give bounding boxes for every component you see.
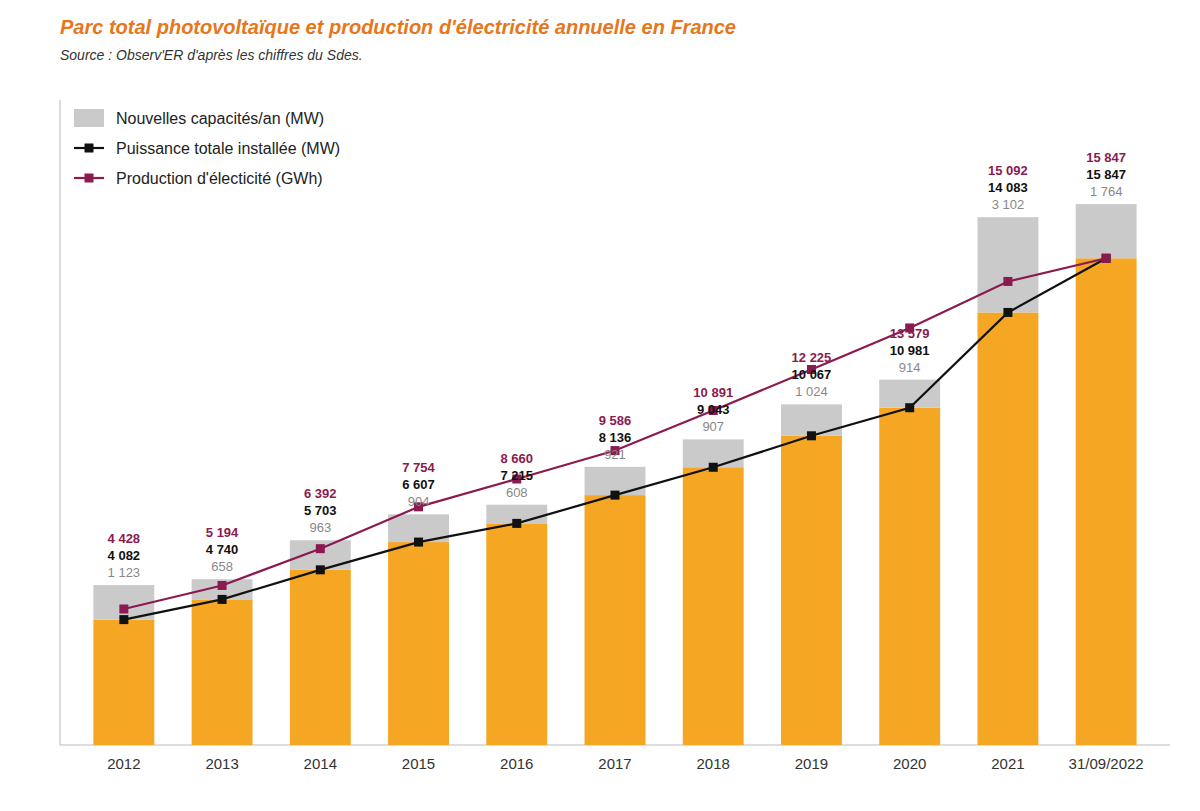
data-label: 907 (702, 419, 724, 434)
data-label: 6 607 (402, 477, 435, 492)
data-label: 10 891 (693, 385, 733, 400)
marker (1003, 277, 1012, 286)
data-label: 10 067 (792, 367, 832, 382)
marker (316, 565, 325, 574)
data-label: 4 428 (108, 531, 141, 546)
data-label: 10 981 (890, 343, 930, 358)
marker (611, 491, 620, 500)
plot-data (93, 204, 1136, 745)
bar (781, 436, 842, 745)
legend-marker (85, 174, 94, 183)
bar (977, 217, 1038, 312)
data-label: 15 847 (1086, 167, 1126, 182)
x-tick-label: 2020 (893, 755, 926, 772)
data-label: 4 082 (108, 548, 141, 563)
marker (1003, 308, 1012, 317)
marker (119, 615, 128, 624)
data-label: 3 102 (992, 197, 1025, 212)
marker (512, 519, 521, 528)
marker (119, 604, 128, 613)
legend-swatch (74, 109, 104, 127)
legend-label: Puissance totale installée (MW) (116, 140, 340, 157)
subtitle: Source : Observ'ER d'après les chiffres … (60, 47, 363, 63)
bar (1076, 204, 1137, 258)
marker (1102, 254, 1111, 263)
data-label: 5 703 (304, 503, 337, 518)
x-tick-label: 2013 (205, 755, 238, 772)
legend-label: Nouvelles capacités/an (MW) (116, 110, 324, 127)
legend-marker (85, 144, 94, 153)
data-label: 921 (604, 447, 626, 462)
data-label: 8 136 (599, 430, 632, 445)
line (124, 258, 1106, 609)
data-label: 608 (506, 485, 528, 500)
data-label: 6 392 (304, 486, 337, 501)
data-label: 1 123 (108, 565, 141, 580)
marker (905, 403, 914, 412)
marker (218, 581, 227, 590)
marker (218, 595, 227, 604)
marker (1102, 254, 1111, 263)
title: Parc total photovoltaïque et production … (60, 16, 736, 38)
data-label: 904 (408, 494, 430, 509)
data-label: 4 740 (206, 542, 239, 557)
data-label: 1 764 (1090, 184, 1123, 199)
bar (93, 620, 154, 745)
bar (683, 467, 744, 745)
bar (879, 408, 940, 745)
x-tick-label: 2018 (697, 755, 730, 772)
data-labels: 1 123 658 963 904 608 921 907 1 024 914 3 102 1 76… (108, 150, 1126, 580)
bar (585, 495, 646, 745)
x-tick-label: 2015 (402, 755, 435, 772)
data-label: 14 083 (988, 180, 1028, 195)
x-tick-label: 2012 (107, 755, 140, 772)
x-tick-label: 2017 (598, 755, 631, 772)
x-tick-label: 2016 (500, 755, 533, 772)
data-label: 5 194 (206, 525, 239, 540)
legend-label: Production d'électicité (GWh) (116, 170, 323, 187)
bar (486, 523, 547, 745)
data-label: 7 754 (402, 460, 435, 475)
data-label: 658 (211, 559, 233, 574)
x-tick-label: 2019 (795, 755, 828, 772)
y-axis-line (60, 100, 61, 745)
data-label: 13 579 (890, 326, 930, 341)
data-label: 15 847 (1086, 150, 1126, 165)
data-label: 914 (899, 360, 921, 375)
bar (290, 570, 351, 745)
bar (388, 542, 449, 745)
bar (1076, 258, 1137, 745)
x-tick-label: 31/09/2022 (1069, 755, 1144, 772)
data-label: 15 092 (988, 163, 1028, 178)
data-label: 12 225 (792, 350, 832, 365)
marker (807, 431, 816, 440)
marker (414, 538, 423, 547)
bar (192, 599, 253, 745)
bar (977, 312, 1038, 745)
data-label: 1 024 (795, 384, 828, 399)
data-label: 7 215 (500, 468, 533, 483)
bar (781, 404, 842, 435)
data-label: 9 586 (599, 413, 632, 428)
x-tick-label: 2014 (304, 755, 337, 772)
marker (709, 463, 718, 472)
data-label: 9 043 (697, 402, 730, 417)
data-label: 8 660 (500, 451, 533, 466)
chart: Parc total photovoltaïque et production … (0, 0, 1200, 811)
line (124, 258, 1106, 619)
data-label: 963 (309, 520, 331, 535)
x-tick-label: 2021 (991, 755, 1024, 772)
legend: Nouvelles capacités/an (MW) Puissance tot… (74, 109, 340, 187)
marker (316, 544, 325, 553)
background (0, 0, 1200, 811)
